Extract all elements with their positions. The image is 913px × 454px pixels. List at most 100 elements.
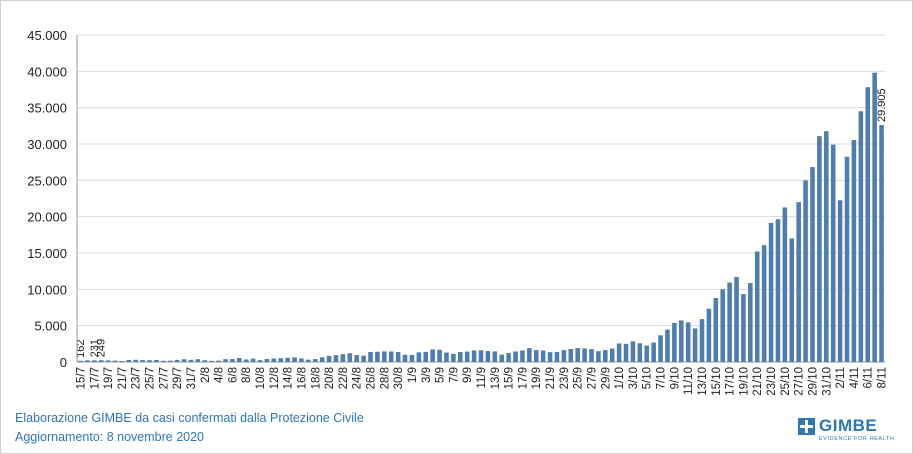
bar	[471, 350, 477, 362]
bar	[678, 320, 684, 362]
bar	[734, 276, 739, 362]
x-axis: 15/7 17/7 19/7 21/7 23/7 25/7 27/7 29/7 31/7 2/8 4…	[75, 35, 889, 396]
bar	[727, 282, 732, 362]
bar	[692, 328, 698, 362]
bar	[451, 353, 456, 362]
x-tick-label: 19/9	[531, 367, 543, 389]
bar	[354, 355, 359, 362]
bar	[589, 349, 594, 362]
y-tick-label: 30.000	[27, 137, 67, 152]
x-tick-label: 15/10	[711, 367, 723, 396]
bar	[237, 357, 242, 362]
x-tick-label: 7/9	[448, 367, 460, 383]
update-date: Aggiornamento: 8 novembre 2020	[15, 430, 205, 444]
x-tick-label: 2/11	[835, 367, 847, 389]
x-tick-label: 24/8	[352, 367, 364, 389]
bar	[789, 238, 795, 362]
bar	[181, 359, 187, 362]
x-tick-label: 25/9	[573, 367, 585, 389]
bar	[202, 360, 208, 362]
x-tick-label: 15/9	[504, 367, 516, 389]
x-tick-label: 13/9	[490, 367, 502, 389]
bar	[533, 350, 539, 362]
x-tick-label: 23/7	[131, 367, 143, 389]
x-tick-label: 21/7	[117, 367, 129, 389]
bar	[85, 360, 90, 362]
bar	[395, 352, 401, 362]
bar	[285, 357, 290, 362]
x-tick-label: 1/9	[407, 367, 419, 383]
bar	[147, 360, 152, 362]
x-tick-label: 17/9	[517, 367, 529, 389]
bar	[105, 360, 111, 362]
x-tick-label: 23/10	[766, 367, 778, 396]
x-tick-label: 31/10	[821, 367, 833, 396]
x-tick-label: 16/8	[296, 367, 308, 389]
data-label: 249	[96, 339, 108, 357]
bar	[713, 298, 719, 362]
bar	[754, 251, 760, 362]
bar	[879, 124, 884, 362]
bar	[264, 359, 270, 362]
bars	[78, 72, 884, 363]
x-tick-label: 15/7	[75, 367, 87, 389]
x-tick-label: 11/10	[683, 367, 695, 395]
bar	[575, 348, 580, 362]
bar	[485, 351, 491, 362]
x-tick-label: 21/10	[752, 367, 764, 396]
bar	[644, 345, 650, 362]
bar	[409, 354, 415, 362]
x-tick-label: 20/8	[324, 367, 336, 389]
bar	[658, 335, 663, 362]
bar	[257, 360, 263, 362]
bar	[513, 351, 518, 362]
x-tick-label: 1/10	[614, 367, 626, 389]
bar	[837, 200, 843, 362]
bar	[430, 349, 435, 362]
bar	[630, 341, 636, 362]
bar	[810, 167, 815, 362]
bar	[388, 351, 394, 362]
x-tick-label: 5/9	[435, 367, 447, 383]
bar	[699, 319, 705, 362]
bar	[312, 359, 318, 362]
bar	[78, 360, 83, 362]
bar	[844, 156, 850, 362]
bar	[603, 350, 608, 362]
bar	[547, 352, 553, 362]
x-tick-label: 27/9	[586, 367, 598, 389]
x-tick-label: 9/10	[669, 367, 681, 389]
bar	[520, 350, 525, 362]
y-tick-label: 5.000	[34, 319, 67, 334]
x-tick-label: 29/10	[807, 367, 819, 396]
bar	[154, 360, 159, 362]
bar	[98, 360, 104, 362]
x-tick-label: 14/8	[283, 367, 295, 389]
bar	[464, 351, 470, 362]
bar	[761, 245, 767, 362]
x-tick-label: 29/9	[600, 367, 612, 389]
x-tick-label: 25/7	[145, 367, 157, 389]
bar	[361, 355, 366, 362]
bar	[748, 282, 753, 362]
y-tick-label: 0	[60, 355, 67, 370]
bar	[161, 360, 166, 362]
x-tick-label: 27/7	[158, 367, 170, 389]
y-tick-label: 40.000	[27, 64, 67, 79]
bar	[174, 359, 180, 362]
x-tick-label: 12/8	[269, 367, 281, 389]
x-tick-label: 4/8	[214, 367, 226, 383]
bar	[865, 87, 871, 362]
bar	[568, 349, 574, 362]
bar	[458, 352, 463, 362]
bar	[278, 358, 284, 362]
bar	[858, 111, 864, 362]
x-tick-label: 8/8	[241, 367, 253, 383]
bar	[167, 360, 173, 362]
bar	[333, 355, 339, 362]
bar	[306, 359, 311, 362]
bar	[741, 294, 746, 362]
bar	[706, 308, 712, 362]
x-tick-label: 17/7	[89, 367, 101, 389]
